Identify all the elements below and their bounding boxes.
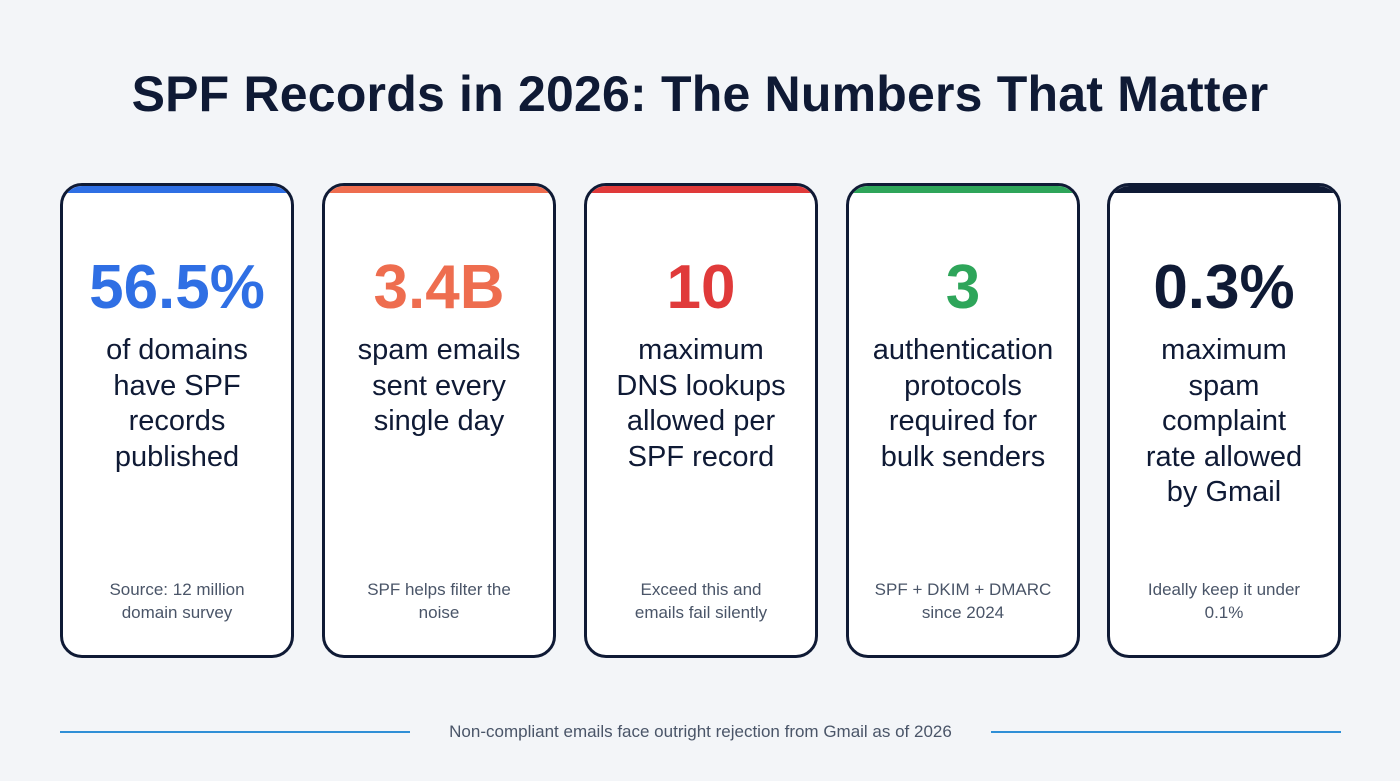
footer: Non-compliant emails face outright rejec… <box>60 720 1341 744</box>
card-accent-bar <box>849 186 1077 193</box>
stat-description: maximum spam complaint rate allowed by G… <box>1145 334 1303 508</box>
card-accent-bar <box>587 186 815 193</box>
stat-card-protocols: 3 authentication protocols required for … <box>846 183 1080 658</box>
stat-cards: 56.5% of domains have SPF records publis… <box>60 183 1341 658</box>
footer-note: Non-compliant emails face outright rejec… <box>449 722 952 741</box>
stat-value: 56.5% <box>89 253 265 322</box>
stat-note: Ideally keep it under 0.1% <box>1147 580 1301 622</box>
stat-description: maximum DNS lookups allowed per SPF reco… <box>616 334 786 473</box>
stat-card-dns-lookups: 10 maximum DNS lookups allowed per SPF r… <box>584 183 818 658</box>
card-accent-bar <box>325 186 553 193</box>
stat-value: 10 <box>666 253 736 322</box>
page-title: SPF Records in 2026: The Numbers That Ma… <box>131 66 1269 122</box>
stat-value: 0.3% <box>1153 253 1295 322</box>
card-accent-bar <box>63 186 291 193</box>
stat-card-spam-emails: 3.4B spam emails sent every single day S… <box>322 183 556 658</box>
stat-card-complaint-rate: 0.3% maximum spam complaint rate allowed… <box>1107 183 1341 658</box>
stat-description: authentication protocols required for bu… <box>872 334 1054 473</box>
stat-note: SPF helps filter the noise <box>367 580 511 622</box>
card-accent-bar <box>1110 186 1338 193</box>
stat-note: Exceed this and emails fail silently <box>634 580 768 622</box>
stat-note: SPF + DKIM + DMARC since 2024 <box>874 580 1052 622</box>
stat-card-domains: 56.5% of domains have SPF records publis… <box>60 183 294 658</box>
stat-description: spam emails sent every single day <box>357 334 521 437</box>
stat-note: Source: 12 million domain survey <box>109 580 245 622</box>
stat-description: of domains have SPF records published <box>106 334 248 473</box>
stat-value: 3.4B <box>373 253 505 322</box>
footer-divider-left <box>60 731 410 733</box>
footer-divider-right <box>991 731 1341 733</box>
stat-value: 3 <box>945 253 981 322</box>
